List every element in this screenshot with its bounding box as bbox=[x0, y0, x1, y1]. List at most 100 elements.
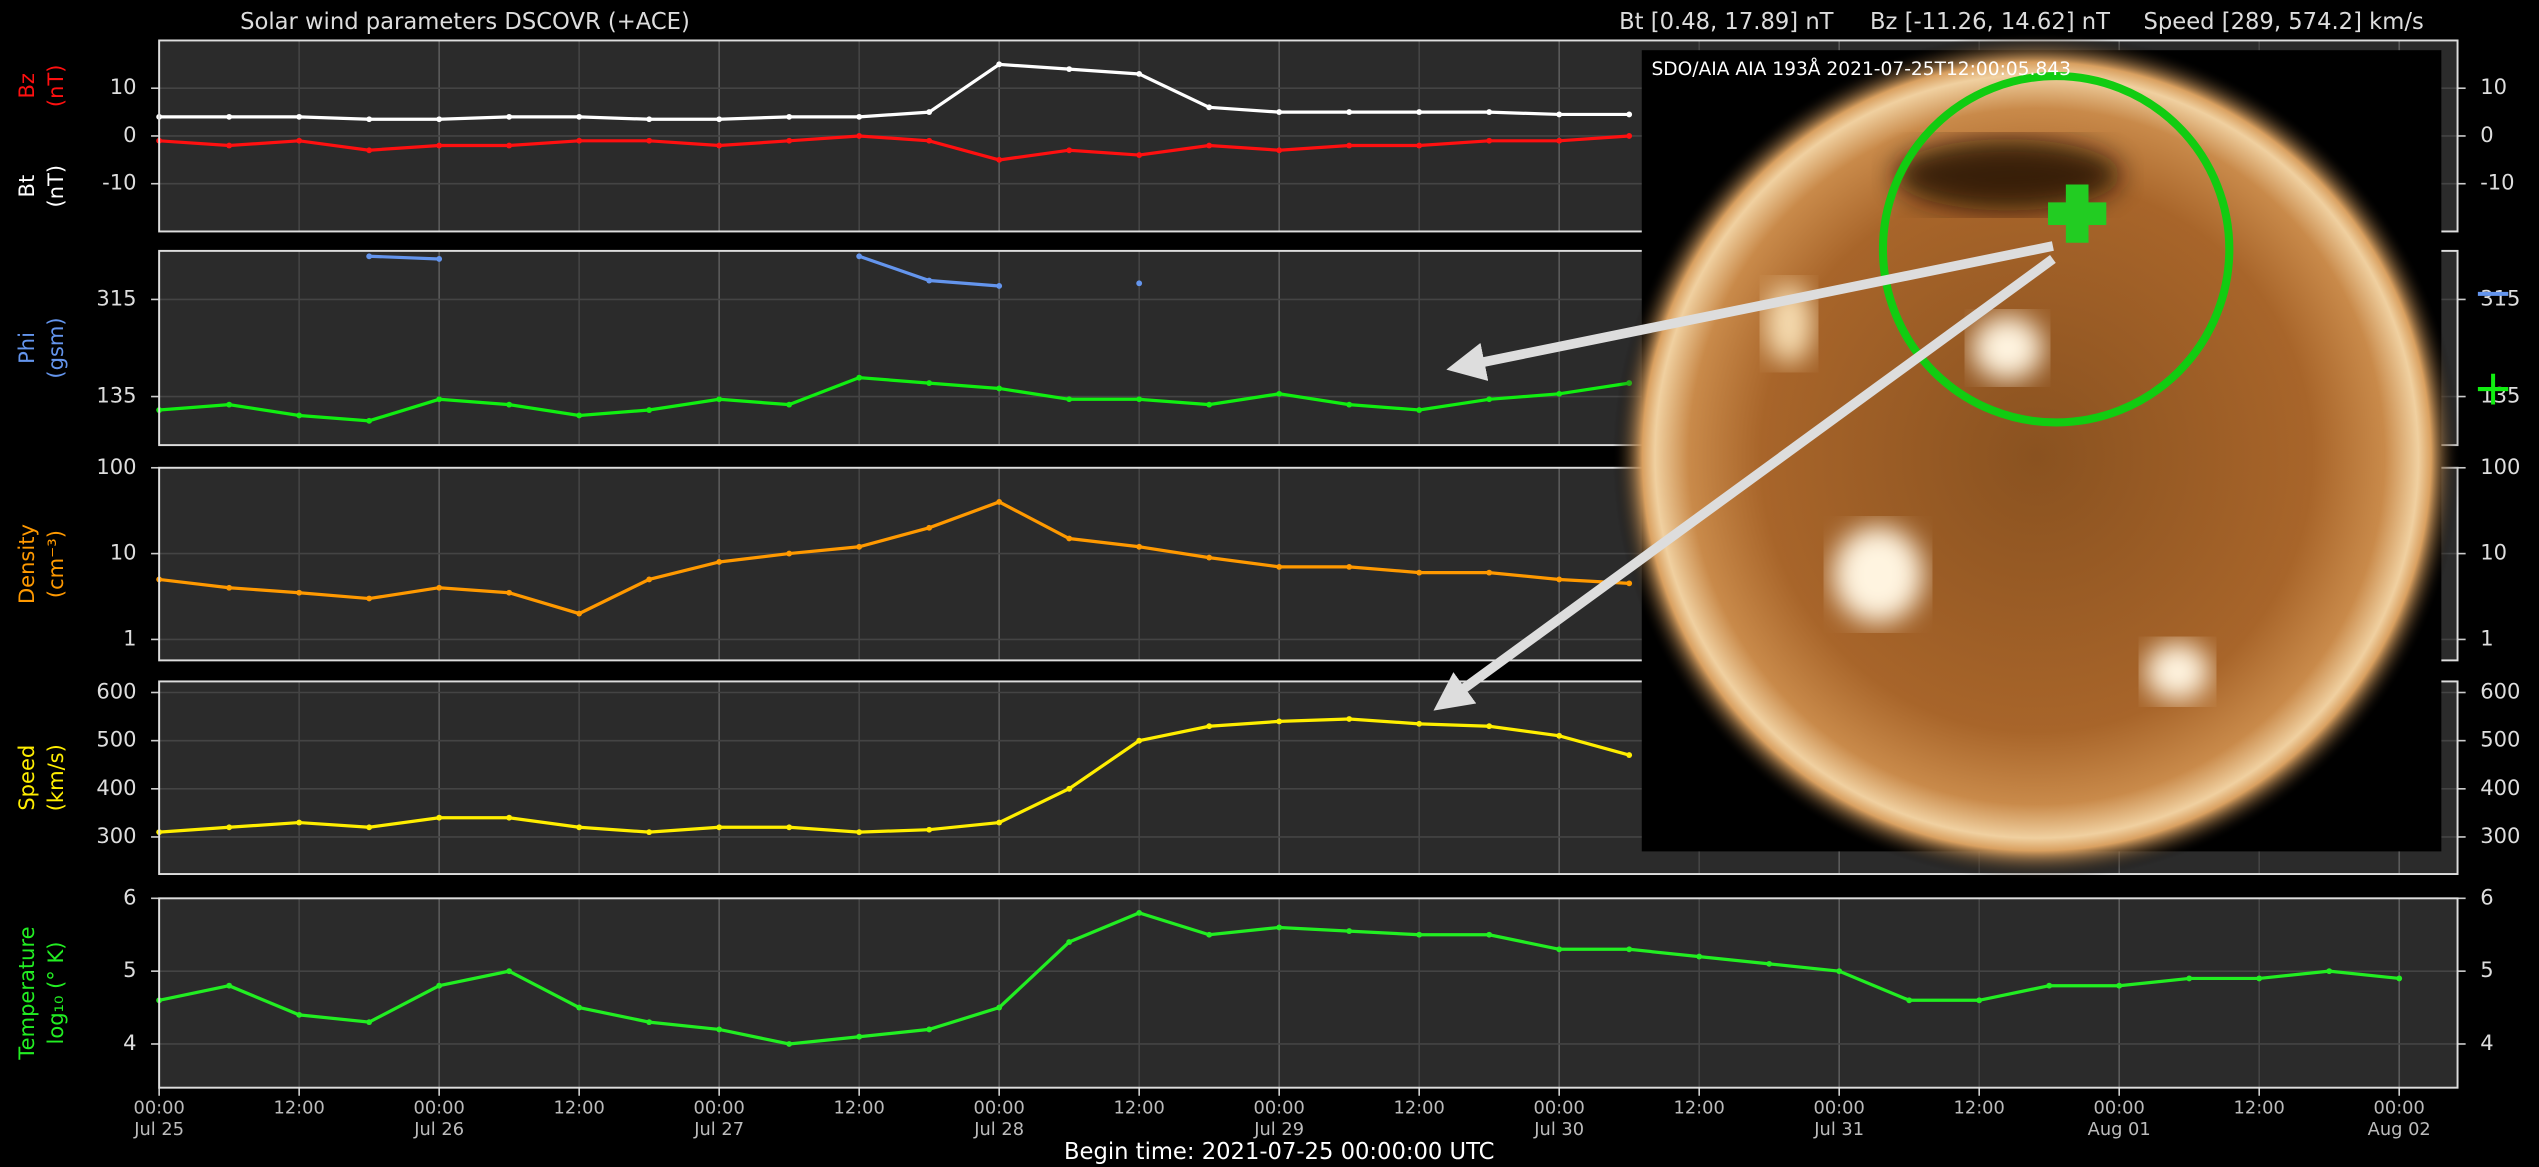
y-tick-label: -10 bbox=[2480, 170, 2514, 195]
y-tick-label: 10 bbox=[110, 74, 137, 99]
x-tick-label: 00:00 bbox=[694, 1098, 745, 1119]
x-tick-label: 00:00 bbox=[1534, 1098, 1585, 1119]
y-tick-label: 1 bbox=[2480, 625, 2493, 650]
plot-frame bbox=[158, 249, 2459, 447]
y-tick-label: 0 bbox=[123, 122, 136, 147]
plot-bg bbox=[159, 898, 2458, 1088]
series-line bbox=[158, 911, 2400, 1046]
y-label: Bz bbox=[14, 73, 39, 98]
y-tick-label: 10 bbox=[2480, 74, 2507, 99]
y-tick-label: 400 bbox=[2480, 775, 2520, 800]
y-tick-label: 600 bbox=[2480, 678, 2520, 703]
y-tick-label: 5 bbox=[123, 957, 136, 982]
cross bbox=[2048, 184, 2107, 243]
data-point bbox=[366, 253, 373, 260]
data-point bbox=[1136, 280, 1143, 287]
series-line bbox=[159, 134, 1630, 162]
plot-frame bbox=[158, 39, 2459, 233]
active-region bbox=[1832, 526, 1924, 624]
y-tick-label: 100 bbox=[96, 454, 136, 479]
y-label: Phi bbox=[14, 332, 39, 364]
y-tick-label: 5 bbox=[2480, 957, 2493, 982]
y-label: (nT) bbox=[43, 64, 68, 107]
stat: Bt [0.48, 17.89] nT bbox=[1619, 9, 1834, 35]
data-point bbox=[856, 253, 863, 260]
x-tick-label: 12:00 bbox=[1674, 1098, 1725, 1119]
x-tick-date: Jul 26 bbox=[413, 1119, 464, 1140]
y-tick-label: 500 bbox=[96, 727, 136, 752]
series-line bbox=[159, 62, 1630, 121]
y-label: log₁₀ (° K) bbox=[43, 941, 68, 1044]
series-line bbox=[159, 375, 1630, 423]
x-tick-date: Aug 02 bbox=[2368, 1119, 2431, 1140]
y-tick-label: 4 bbox=[123, 1030, 136, 1055]
y-tick-label: 315 bbox=[2480, 285, 2520, 310]
x-tick-label: 12:00 bbox=[834, 1098, 885, 1119]
coronal-hole bbox=[1894, 139, 2121, 211]
y-tick-label: 1 bbox=[123, 625, 136, 650]
y-tick-label: 135 bbox=[2480, 383, 2520, 408]
x-tick-label: 00:00 bbox=[414, 1098, 465, 1119]
x-tick-label: 12:00 bbox=[274, 1098, 325, 1119]
series-line bbox=[159, 717, 1630, 834]
y-label: (nT) bbox=[43, 165, 68, 208]
stat: Speed [289, 574.2] km/s bbox=[2144, 9, 2424, 35]
y-label: (gsm) bbox=[43, 317, 68, 378]
x-tick-label: 12:00 bbox=[1954, 1098, 2005, 1119]
highlight-circle bbox=[1878, 72, 2234, 427]
data-point bbox=[436, 256, 443, 262]
active-region bbox=[2145, 642, 2210, 701]
x-tick-label: 00:00 bbox=[1254, 1098, 1305, 1119]
y-label: Bt bbox=[14, 175, 39, 198]
y-tick-label: 300 bbox=[96, 823, 136, 848]
y-tick-label: 400 bbox=[96, 775, 136, 800]
active-region bbox=[1971, 315, 2044, 381]
y-tick-label: 10 bbox=[110, 540, 137, 565]
arrow bbox=[1433, 255, 2056, 711]
x-tick-label: 00:00 bbox=[1814, 1098, 1865, 1119]
y-tick-label: -10 bbox=[102, 170, 136, 195]
inset-caption: SDO/AIA AIA 193Å 2021-07-25T12:00:05.843 bbox=[1651, 57, 2070, 80]
x-tick-date: Jul 27 bbox=[693, 1119, 744, 1140]
legend-sign: + bbox=[2473, 361, 2514, 417]
y-tick-label: 600 bbox=[96, 678, 136, 703]
sun-inset: SDO/AIA AIA 193Å 2021-07-25T12:00:05.843 bbox=[1433, 32, 2461, 881]
arrow bbox=[1446, 241, 2054, 381]
x-tick-label: 00:00 bbox=[2094, 1098, 2145, 1119]
y-tick-label: 10 bbox=[2480, 540, 2507, 565]
y-tick-label: 4 bbox=[2480, 1030, 2493, 1055]
y-tick-label: 6 bbox=[123, 884, 136, 909]
x-tick-date: Jul 28 bbox=[973, 1119, 1024, 1140]
sun bbox=[1612, 32, 2461, 881]
x-tick-date: Jul 29 bbox=[1253, 1119, 1304, 1140]
stat: Bz [-11.26, 14.62] nT bbox=[1870, 9, 2110, 35]
x-tick-label: 00:00 bbox=[974, 1098, 1025, 1119]
y-tick-label: 315 bbox=[96, 285, 136, 310]
y-label: Speed bbox=[14, 745, 39, 811]
plot-frame bbox=[158, 680, 2459, 876]
begin-time: Begin time: 2021-07-25 00:00:00 UTC bbox=[1064, 1139, 1494, 1165]
x-tick-date: Jul 31 bbox=[1813, 1119, 1864, 1140]
data-point bbox=[996, 283, 1003, 289]
x-tick-date: Aug 01 bbox=[2088, 1119, 2151, 1140]
legend-sign: − bbox=[2473, 265, 2514, 321]
x-tick-label: 12:00 bbox=[1394, 1098, 1445, 1119]
y-tick-label: 100 bbox=[2480, 454, 2520, 479]
y-label: Temperature bbox=[14, 926, 39, 1060]
y-tick-label: 0 bbox=[2480, 122, 2493, 147]
x-tick-label: 00:00 bbox=[134, 1098, 185, 1119]
x-tick-label: 12:00 bbox=[554, 1098, 605, 1119]
series-line bbox=[158, 500, 1630, 616]
x-tick-label: 12:00 bbox=[2234, 1098, 2285, 1119]
y-tick-label: 500 bbox=[2480, 727, 2520, 752]
y-label: (cm⁻³) bbox=[43, 530, 68, 598]
y-tick-label: 6 bbox=[2480, 884, 2493, 909]
y-tick-label: 135 bbox=[96, 383, 136, 408]
x-tick-label: 00:00 bbox=[2374, 1098, 2425, 1119]
y-label: (km/s) bbox=[43, 744, 68, 811]
y-label: Density bbox=[14, 524, 39, 604]
x-tick-date: Jul 25 bbox=[133, 1119, 184, 1140]
x-tick-label: 12:00 bbox=[1114, 1098, 1165, 1119]
